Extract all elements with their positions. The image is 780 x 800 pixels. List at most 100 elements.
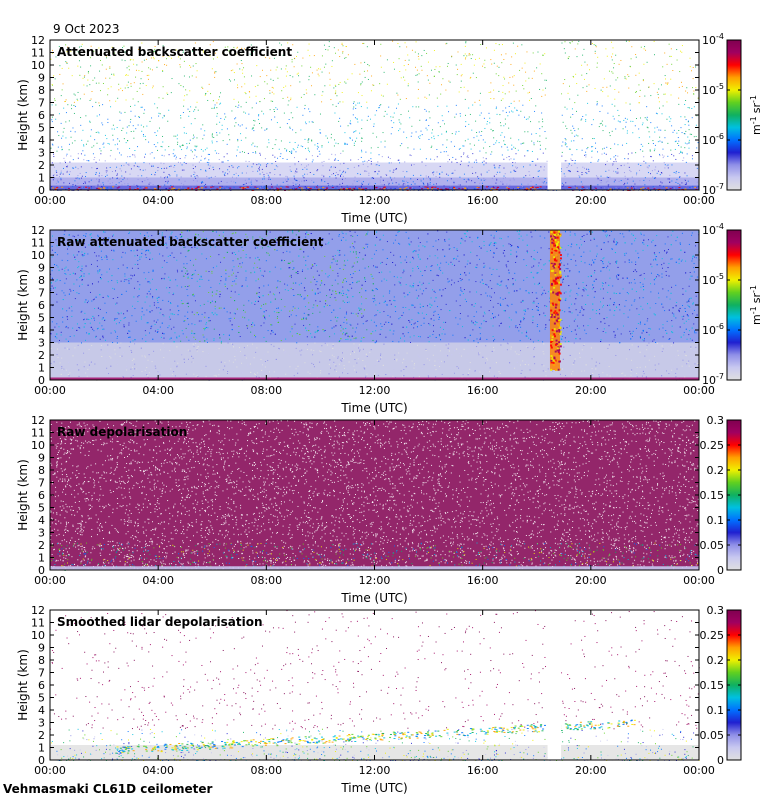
y-tick-label: 0 <box>38 374 45 387</box>
x-tick-label: 04:00 <box>142 764 174 777</box>
colorbar-tick-label: 0.15 <box>700 679 725 692</box>
x-tick-label: 00:00 <box>34 194 66 207</box>
colorbar: 10-410-510-610-7m-1sr-1 <box>702 222 763 387</box>
x-axis-label: Time (UTC) <box>340 401 407 415</box>
panel-4: Smoothed lidar depolarisation01234567891… <box>16 604 742 795</box>
colorbar-tick-exponent: -5 <box>716 82 724 91</box>
panel-title: Raw depolarisation <box>57 425 187 439</box>
y-tick-label: 9 <box>38 262 45 275</box>
colorbar-unit-part: sr <box>750 293 763 304</box>
colorbar-tick-base: 10 <box>702 324 716 337</box>
x-axis-label: Time (UTC) <box>340 591 407 605</box>
colorbar-tick-exponent: -4 <box>716 32 724 41</box>
y-tick-label: 7 <box>38 287 45 300</box>
y-tick-label: 7 <box>38 667 45 680</box>
x-tick-label: 00:00 <box>683 764 715 777</box>
x-axis-label: Time (UTC) <box>340 781 407 795</box>
colorbar: 0.3 0.25 0.2 0.15 0.1 0.05 0 <box>700 604 742 767</box>
y-tick-label: 5 <box>38 122 45 135</box>
colorbar-tick-label: 0.2 <box>707 464 725 477</box>
x-tick-label: 12:00 <box>359 764 391 777</box>
y-tick-label: 2 <box>38 349 45 362</box>
panel-title: Raw attenuated backscatter coefficient <box>57 235 324 249</box>
colorbar: 0.3 0.25 0.2 0.15 0.1 0.05 0 <box>700 414 742 577</box>
colorbar-tick-label: 0.3 <box>707 604 725 617</box>
x-tick-label: 04:00 <box>142 574 174 587</box>
data-gap <box>547 40 562 190</box>
y-tick-label: 2 <box>38 539 45 552</box>
colorbar: 10-410-510-610-7m-1sr-1 <box>702 32 763 197</box>
colorbar-tick-label: 10-6 <box>702 132 724 147</box>
colorbar-tick-label: 0 <box>717 564 724 577</box>
panel-1: Attenuated backscatter coefficient012345… <box>16 32 763 225</box>
instrument-label: Vehmasmaki CL61D ceilometer <box>3 782 212 796</box>
y-tick-label: 1 <box>38 742 45 755</box>
y-tick-label: 8 <box>38 274 45 287</box>
y-tick-label: 11 <box>31 617 45 630</box>
x-tick-label: 00:00 <box>34 574 66 587</box>
data-gap <box>547 610 562 760</box>
colorbar-tick-label: 0.2 <box>707 654 725 667</box>
colorbar-tick-base: 10 <box>702 184 716 197</box>
colorbar-unit-label: m-1sr-1 <box>749 95 763 135</box>
y-tick-label: 12 <box>31 224 45 237</box>
colorbar-tick-label: 10-7 <box>702 182 724 197</box>
colorbar-tick-label: 0.3 <box>707 414 725 427</box>
x-tick-label: 12:00 <box>359 194 391 207</box>
y-tick-label: 8 <box>38 654 45 667</box>
colorbar-tick-label: 10-5 <box>702 82 724 97</box>
colorbar-unit-part: -1 <box>749 285 758 293</box>
y-tick-label: 9 <box>38 72 45 85</box>
colorbar-unit-part: m <box>750 124 763 135</box>
colorbar-tick-exponent: -7 <box>716 372 724 381</box>
y-tick-label: 2 <box>38 159 45 172</box>
y-tick-label: 10 <box>31 249 45 262</box>
y-tick-label: 11 <box>31 47 45 60</box>
x-tick-label: 16:00 <box>467 384 499 397</box>
y-tick-label: 2 <box>38 729 45 742</box>
colorbar-tick-label: 10-5 <box>702 272 724 287</box>
x-tick-label: 12:00 <box>359 574 391 587</box>
y-tick-label: 6 <box>38 299 45 312</box>
colorbar-unit-part: sr <box>750 103 763 114</box>
y-tick-label: 1 <box>38 362 45 375</box>
y-tick-label: 12 <box>31 604 45 617</box>
y-tick-label: 0 <box>38 184 45 197</box>
x-tick-label: 04:00 <box>142 384 174 397</box>
colorbar-tick-label: 10-6 <box>702 322 724 337</box>
x-tick-label: 20:00 <box>575 384 607 397</box>
y-axis-label: Height (km) <box>16 79 30 150</box>
colorbar-tick-label: 10-4 <box>702 222 724 237</box>
y-tick-label: 10 <box>31 59 45 72</box>
y-tick-label: 0 <box>38 564 45 577</box>
heatmap-field <box>50 230 700 381</box>
y-tick-label: 10 <box>31 629 45 642</box>
y-tick-label: 3 <box>38 147 45 160</box>
colorbar-bar <box>726 39 742 191</box>
panel-title: Smoothed lidar depolarisation <box>57 615 263 629</box>
colorbar-bar <box>726 229 742 381</box>
x-tick-label: 16:00 <box>467 574 499 587</box>
x-tick-label: 20:00 <box>575 764 607 777</box>
y-tick-label: 3 <box>38 717 45 730</box>
colorbar-tick-base: 10 <box>702 134 716 147</box>
y-tick-label: 8 <box>38 84 45 97</box>
y-tick-label: 6 <box>38 109 45 122</box>
colorbar-tick-exponent: -6 <box>716 322 724 331</box>
panel-2: Raw attenuated backscatter coefficient01… <box>16 222 763 415</box>
y-tick-label: 4 <box>38 324 45 337</box>
y-tick-label: 12 <box>31 34 45 47</box>
colorbar-tick-label: 0.05 <box>700 539 725 552</box>
y-tick-label: 5 <box>38 692 45 705</box>
x-tick-label: 04:00 <box>142 194 174 207</box>
x-tick-label: 16:00 <box>467 764 499 777</box>
colorbar-tick-exponent: -5 <box>716 272 724 281</box>
x-tick-label: 00:00 <box>34 764 66 777</box>
colorbar-tick-label: 0.25 <box>700 439 725 452</box>
colorbar-tick-base: 10 <box>702 224 716 237</box>
y-tick-label: 3 <box>38 337 45 350</box>
y-axis-label: Height (km) <box>16 459 30 530</box>
y-tick-label: 4 <box>38 514 45 527</box>
y-tick-label: 9 <box>38 642 45 655</box>
